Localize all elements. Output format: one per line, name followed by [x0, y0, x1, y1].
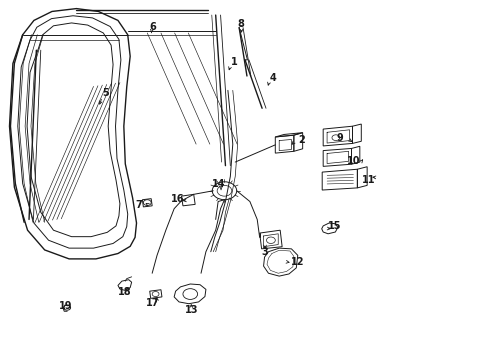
Text: 9: 9 — [337, 133, 343, 143]
Text: 1: 1 — [231, 57, 238, 67]
Text: 8: 8 — [238, 19, 245, 29]
Text: 14: 14 — [212, 179, 226, 189]
Text: 15: 15 — [328, 221, 341, 231]
Text: 17: 17 — [147, 298, 160, 308]
Text: 6: 6 — [150, 22, 156, 32]
Text: 19: 19 — [59, 301, 73, 311]
Text: 11: 11 — [362, 175, 375, 185]
Text: 4: 4 — [270, 73, 276, 83]
Text: 13: 13 — [185, 305, 198, 315]
Text: 7: 7 — [135, 200, 142, 210]
Text: 5: 5 — [102, 88, 109, 98]
Text: 10: 10 — [347, 156, 361, 166]
Text: 12: 12 — [291, 257, 304, 267]
Text: 2: 2 — [298, 135, 305, 145]
Text: 3: 3 — [262, 247, 269, 257]
Text: 16: 16 — [171, 194, 184, 204]
Text: 18: 18 — [118, 287, 132, 297]
